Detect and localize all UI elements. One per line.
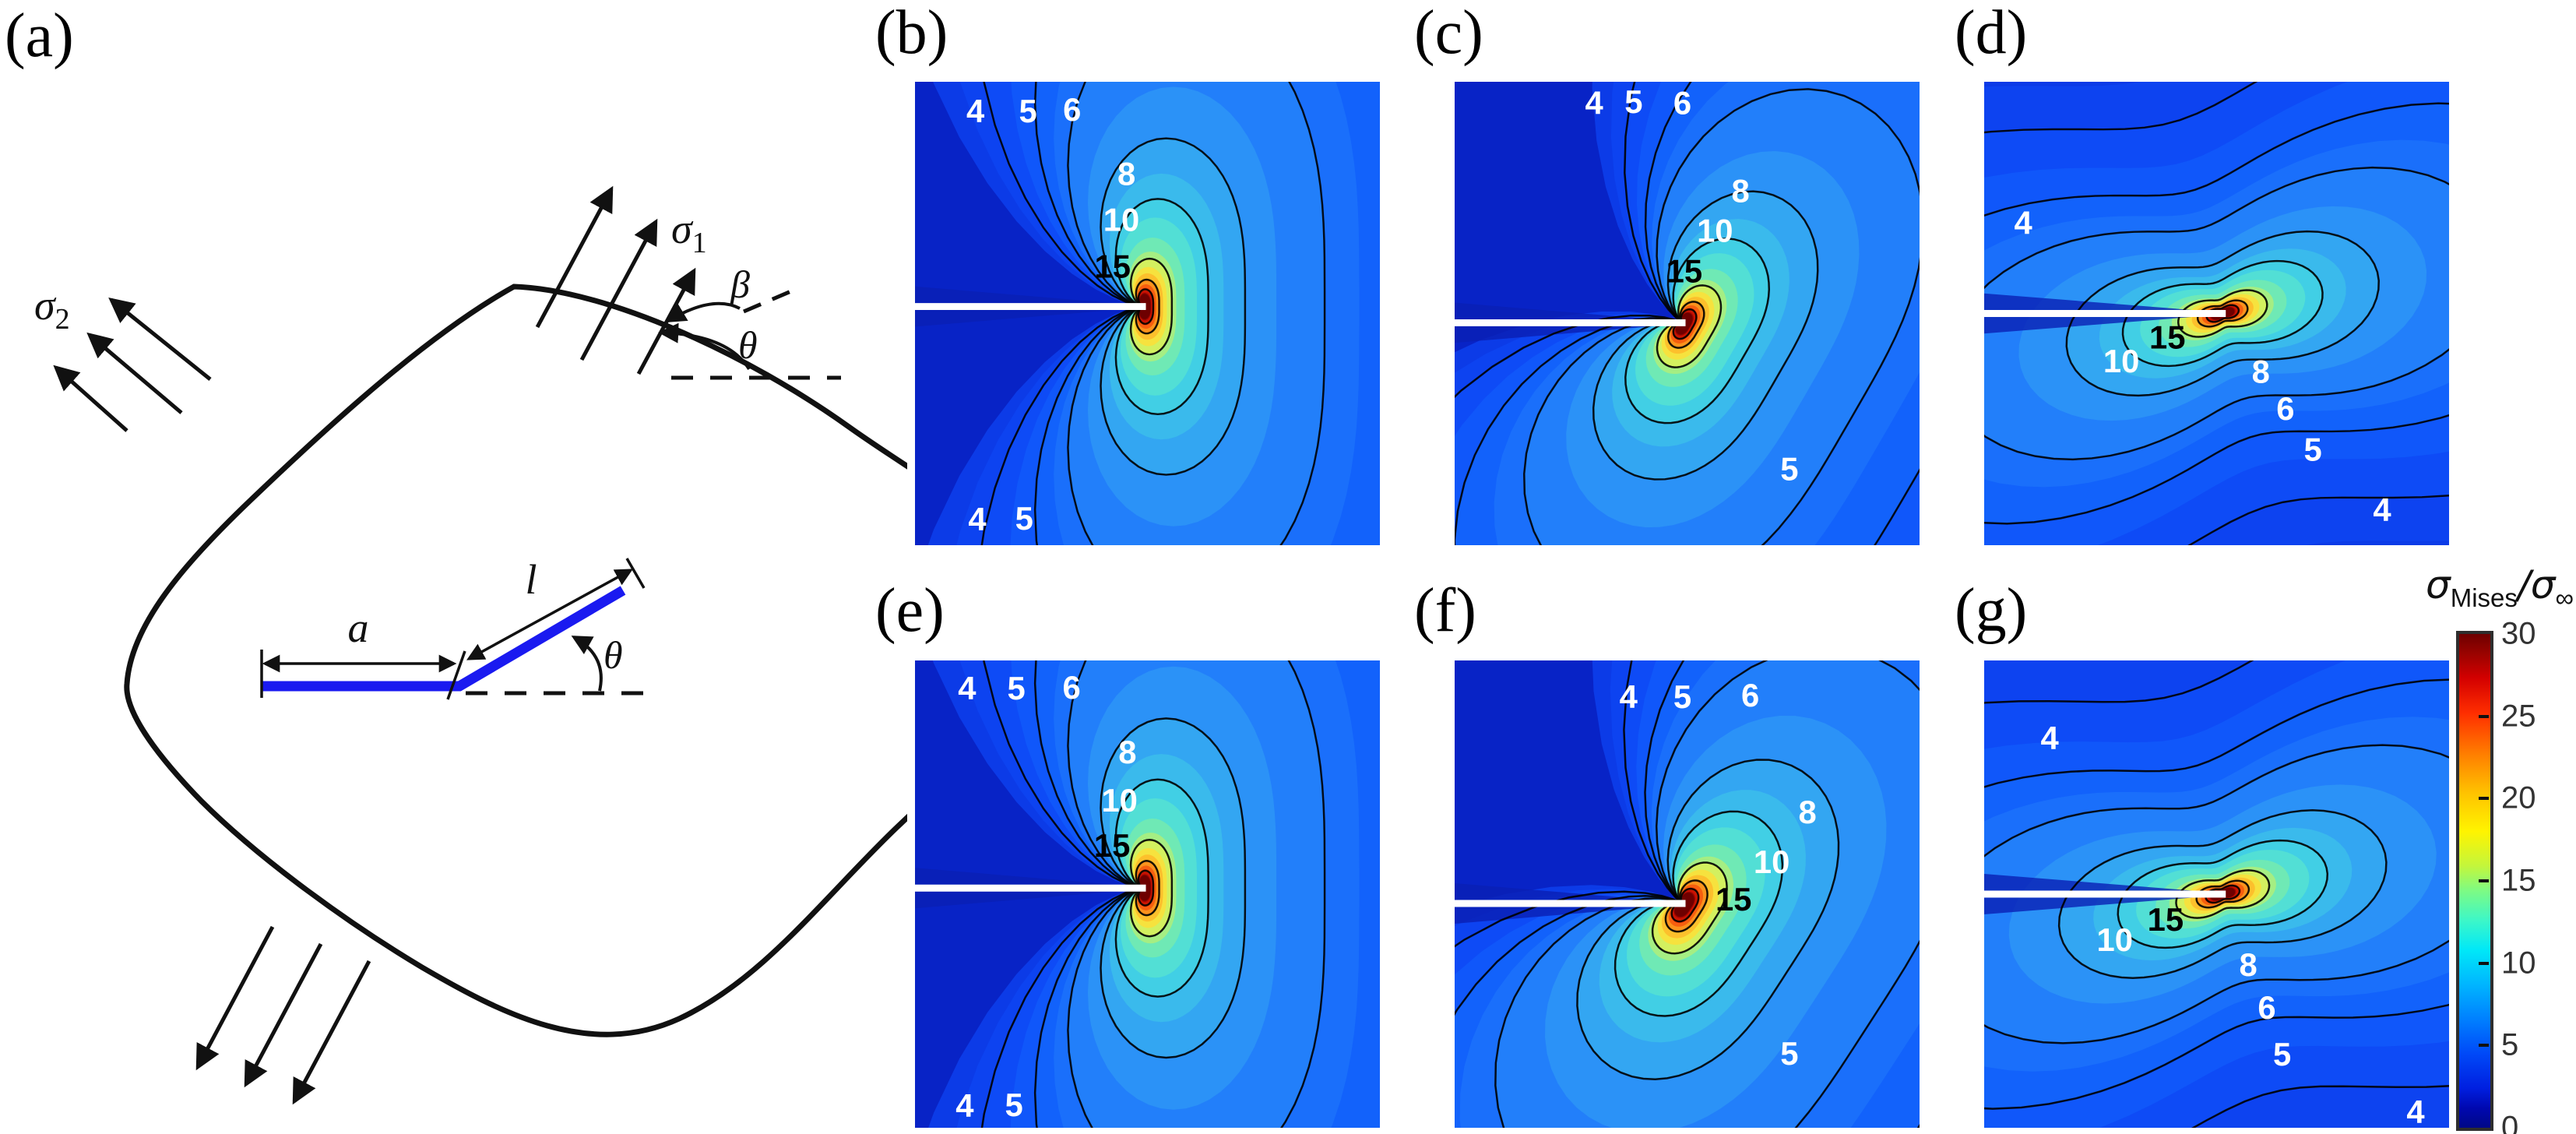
contour-plot-b: 4 5 6 8 10 15 4 5 — [915, 82, 1380, 545]
contour-label: 15 — [1666, 253, 1702, 290]
sigma2-label: σ2 — [34, 282, 70, 336]
contour-label: 6 — [1063, 669, 1081, 706]
contour-label: 10 — [2103, 343, 2139, 379]
contour-label: 5 — [1008, 670, 1026, 706]
colorbar-tick-label: 15 — [2501, 863, 2536, 898]
contour-label: 15 — [1094, 827, 1130, 864]
contour-label: 15 — [1716, 881, 1751, 917]
contour-label: 5 — [1780, 451, 1798, 488]
bottom-left-arrows — [195, 925, 371, 1105]
colorbar-title: σMises/σ∞ — [2426, 562, 2574, 612]
contour-label: 6 — [1673, 85, 1691, 122]
contour-plot-g: 4 15 10 8 6 5 4 — [1984, 660, 2449, 1128]
sigma1-label: σ1 — [671, 206, 707, 259]
contour-label: 4 — [1585, 85, 1603, 122]
contour-label: 4 — [966, 93, 984, 129]
contour-plot-d: 4 15 10 8 6 5 4 — [1984, 82, 2449, 545]
theta-load-label: θ — [738, 323, 758, 367]
contour-label: 5 — [1673, 678, 1691, 715]
contour-label: 10 — [2097, 921, 2133, 958]
contour-label: 5 — [1015, 500, 1033, 537]
contour-label: 15 — [1094, 248, 1130, 285]
contour-label: 8 — [1799, 794, 1817, 830]
contour-plot-c: 4 5 6 8 10 15 5 — [1455, 82, 1920, 545]
theta-crack-label: θ — [604, 633, 623, 677]
contour-label: 8 — [2239, 946, 2257, 983]
colorbar-tick-mark — [2479, 961, 2489, 965]
contour-label: 4 — [2015, 205, 2032, 241]
colorbar-tick-label: 20 — [2501, 780, 2536, 815]
contour-label: 15 — [2148, 901, 2184, 938]
plate-outline — [124, 284, 907, 1037]
contour-field-d: 4 15 10 865 4 — [1984, 82, 2449, 545]
beta-label: β — [730, 262, 750, 306]
contour-label: 8 — [1118, 734, 1136, 770]
crack-dimensions — [260, 558, 646, 700]
contour-plot-f: 4 5 6 8 10 15 5 — [1455, 660, 1920, 1128]
schematic-panel: σ1 σ2 β θ a l θ — [34, 185, 907, 1105]
contour-field-g: 4 15 10 86 5 4 — [1984, 660, 2449, 1128]
contour-label: 4 — [2041, 720, 2060, 756]
colorbar-tick-mark — [2479, 797, 2489, 801]
contour-label: 6 — [2276, 390, 2294, 427]
contour-label: 4 — [2406, 1094, 2425, 1128]
panel-letter-b: (b) — [875, 0, 948, 67]
panel-letter-f: (f) — [1414, 576, 1476, 645]
contour-label: 15 — [2149, 319, 2185, 356]
contour-label: 10 — [1697, 212, 1733, 248]
contour-plot-e: 4 5 6 8 10 15 4 5 — [915, 660, 1380, 1128]
colorbar-tick-mark — [2479, 714, 2489, 718]
contour-label: 4 — [1620, 678, 1638, 715]
contour-label: 5 — [1624, 83, 1642, 120]
contour-label: 5 — [1019, 93, 1036, 129]
contour-label: 5 — [1005, 1086, 1023, 1123]
contour-label: 10 — [1101, 782, 1137, 819]
sigma1-arrows — [535, 185, 696, 375]
contour-label: 5 — [1780, 1035, 1798, 1072]
panel-letter-e: (e) — [875, 576, 945, 645]
contour-label: 8 — [1732, 173, 1750, 210]
contour-label: 6 — [1063, 91, 1081, 128]
contour-label: 6 — [2258, 989, 2275, 1026]
crack-a-label: a — [348, 604, 369, 651]
colorbar-tick-label: 10 — [2501, 946, 2536, 981]
contour-label: 5 — [2303, 431, 2321, 468]
colorbar-tick-mark — [2479, 1044, 2489, 1048]
contour-label: 5 — [2273, 1036, 2291, 1072]
load-angle-annotation — [658, 288, 841, 380]
contour-label: 10 — [1103, 202, 1139, 238]
contour-label: 6 — [1741, 677, 1759, 713]
contour-label: 8 — [2252, 354, 2270, 390]
colorbar-tick-mark — [2479, 879, 2489, 882]
panel-letter-g: (g) — [1955, 576, 2028, 645]
panel-letter-a: (a) — [5, 2, 74, 70]
colorbar-tick-label: 0 — [2501, 1110, 2519, 1134]
colorbar-tick-label: 30 — [2501, 616, 2536, 651]
contour-label: 4 — [2373, 491, 2391, 528]
crack-l-label: l — [525, 556, 537, 603]
contour-label: 4 — [958, 670, 977, 706]
colorbar-tick-label: 5 — [2501, 1027, 2519, 1062]
contour-label: 8 — [1117, 156, 1135, 192]
contour-label: 4 — [955, 1087, 974, 1124]
sigma2-arrows — [53, 297, 212, 432]
contour-label: 4 — [968, 501, 986, 537]
panel-letter-d: (d) — [1955, 0, 2028, 67]
colorbar-tick-label: 25 — [2501, 699, 2536, 734]
panel-letter-c: (c) — [1414, 0, 1483, 67]
contour-label: 10 — [1754, 843, 1789, 880]
